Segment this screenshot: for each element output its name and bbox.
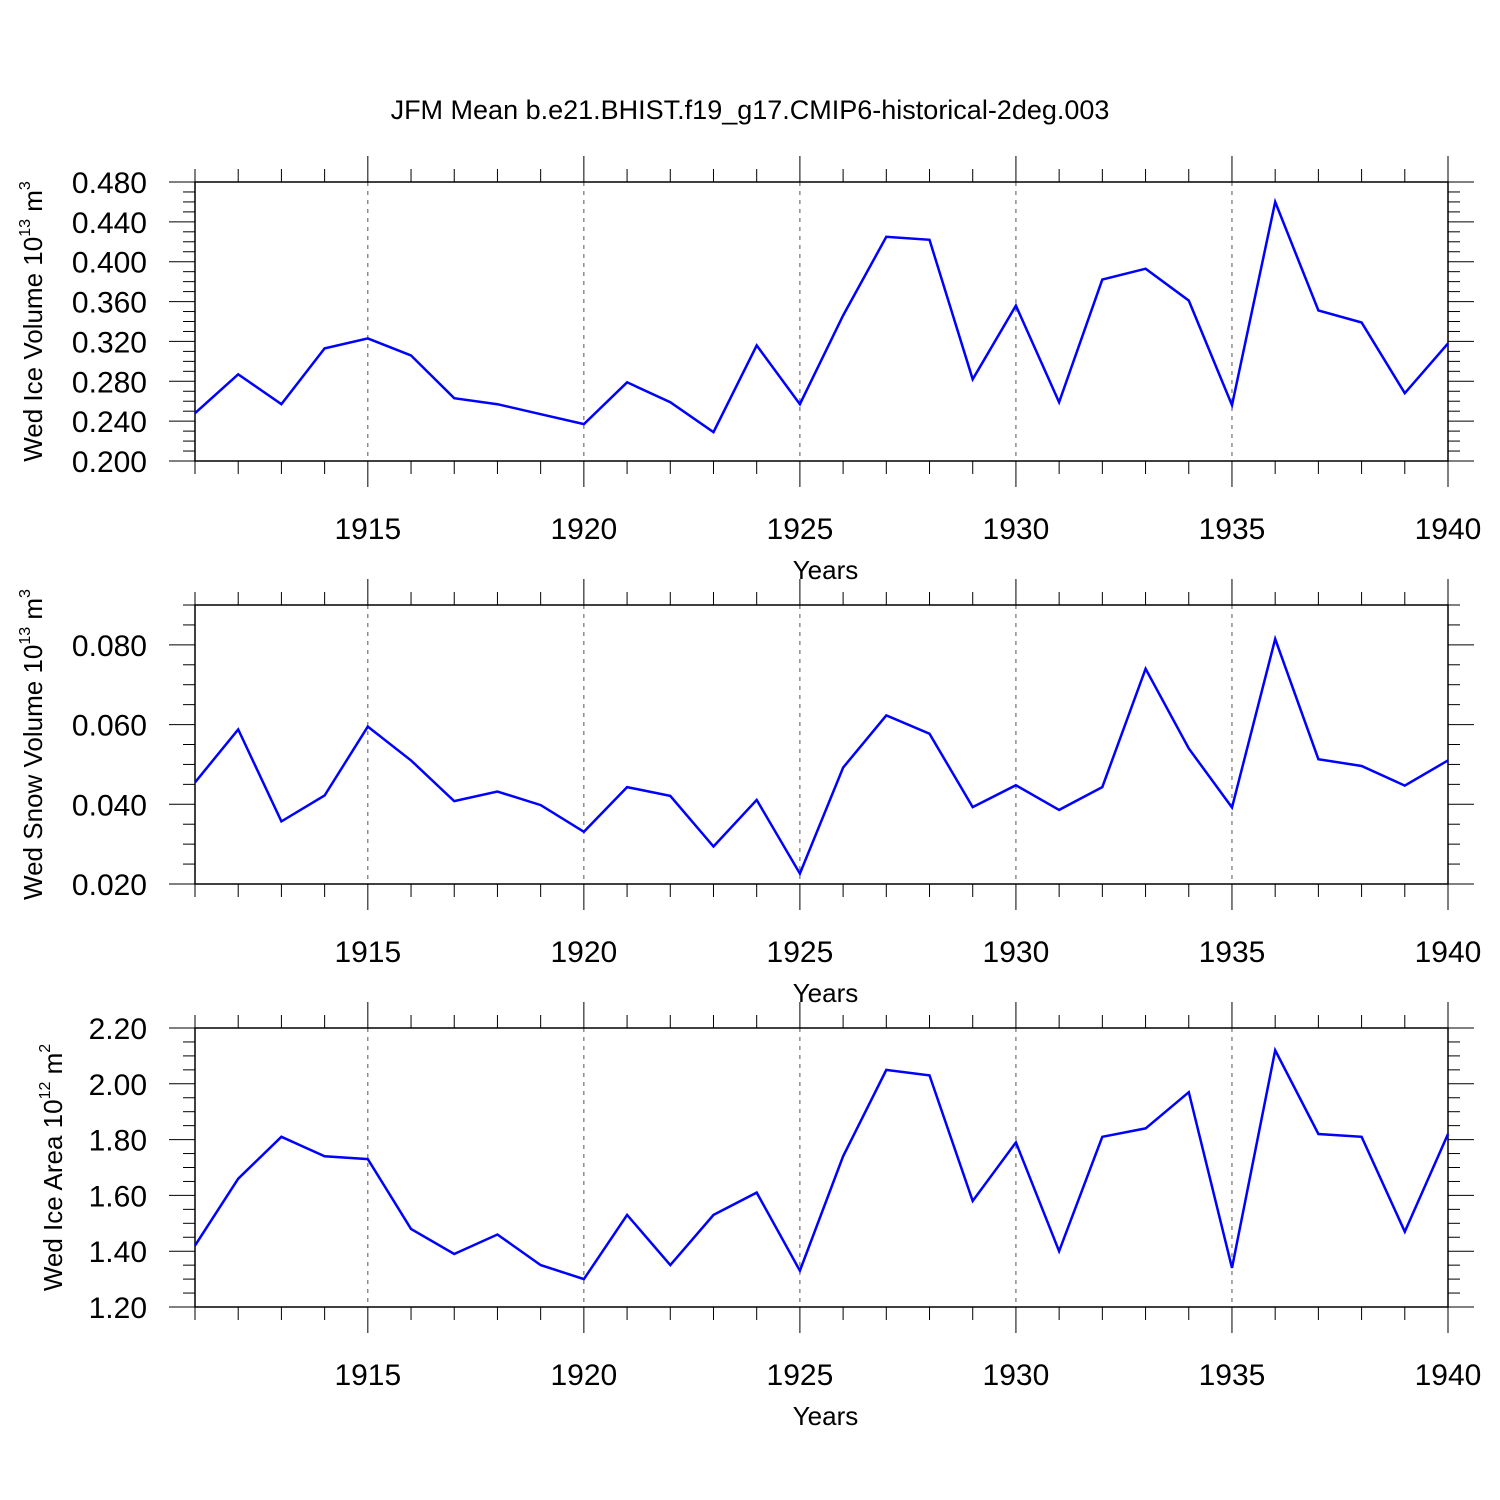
y-axis-label-part: Wed Snow Volume 10 [18, 645, 48, 900]
x-tick-label: 1920 [550, 936, 617, 969]
x-axis-label: Years [793, 1401, 859, 1431]
series-line [194, 634, 1449, 877]
y-tick-label: 0.360 [72, 287, 147, 320]
y-tick-label: 1.20 [89, 1292, 147, 1325]
y-axis-label-superscript: 2 [37, 1044, 54, 1053]
x-tick-label: 1925 [767, 936, 834, 969]
x-tick-label: 1920 [550, 1359, 617, 1392]
y-tick-label: 0.200 [72, 446, 147, 479]
x-tick-label: 1935 [1199, 1359, 1266, 1392]
y-tick-label: 0.240 [72, 406, 147, 439]
x-tick-label: 1925 [767, 1359, 834, 1392]
y-axis-label-part: m [38, 1053, 68, 1082]
series-line [193, 1046, 1450, 1281]
panel-ice-area: 1.20 1.40 1.60 1.80 2.00 2.20 1915 1920 1925 1930… [37, 1002, 1481, 1431]
y-tick-label: 0.480 [72, 167, 147, 200]
x-tick-label: 1930 [983, 513, 1050, 546]
x-tick-label: 1935 [1199, 513, 1266, 546]
y-tick-label: 1.40 [89, 1236, 147, 1269]
y-axis-label: Wed Ice Area 1012 m2 [37, 1044, 68, 1291]
x-tick-label: 1940 [1415, 1359, 1482, 1392]
y-axis-label-part: Wed Ice Volume 10 [18, 237, 48, 462]
x-tick-label: 1915 [334, 513, 401, 546]
x-axis-label: Years [793, 978, 859, 1008]
x-tick-label: 1940 [1415, 513, 1482, 546]
y-axis-label-superscript: 13 [17, 627, 34, 645]
y-tick-label: 0.020 [72, 869, 147, 902]
series-line [194, 197, 1449, 434]
y-tick-label: 0.080 [72, 630, 147, 663]
y-axis-label-part: m [18, 190, 48, 219]
y-tick-label: 0.040 [72, 789, 147, 822]
x-axis-label: Years [793, 555, 859, 585]
panel-ice-volume: 0.200 0.240 0.280 0.320 0.360 0.400 0.440 0.480… [17, 156, 1481, 585]
y-axis-label-superscript: 12 [37, 1082, 54, 1100]
y-axis-label-part: m [18, 598, 48, 627]
y-tick-label: 1.60 [89, 1180, 147, 1213]
y-tick-label: 2.20 [89, 1013, 147, 1046]
x-tick-label: 1940 [1415, 936, 1482, 969]
figure-title: JFM Mean b.e21.BHIST.f19_g17.CMIP6-histo… [391, 95, 1110, 125]
y-tick-label: 0.440 [72, 207, 147, 240]
panel-snow-volume: 0.020 0.040 0.060 0.080 1915 1920 1925 1930 1935… [17, 579, 1481, 1008]
x-tick-label: 1930 [983, 1359, 1050, 1392]
y-tick-label: 1.80 [89, 1125, 147, 1158]
x-tick-label: 1915 [334, 936, 401, 969]
x-tick-label: 1915 [334, 1359, 401, 1392]
x-tick-label: 1935 [1199, 936, 1266, 969]
y-tick-label: 0.320 [72, 326, 147, 359]
y-tick-label: 2.00 [89, 1069, 147, 1102]
y-axis-label-part: Wed Ice Area 10 [38, 1099, 68, 1291]
y-axis-label: Wed Ice Volume 1013 m3 [17, 181, 48, 462]
y-axis-label-superscript: 3 [17, 589, 34, 598]
y-axis-label: Wed Snow Volume 1013 m3 [17, 589, 48, 900]
x-tick-label: 1920 [550, 513, 617, 546]
y-tick-label: 0.280 [72, 366, 147, 399]
y-tick-label: 0.400 [72, 247, 147, 280]
y-axis-label-superscript: 13 [17, 219, 34, 237]
y-tick-label: 0.060 [72, 710, 147, 743]
y-axis-label-superscript: 3 [17, 181, 34, 190]
x-tick-label: 1930 [983, 936, 1050, 969]
x-tick-label: 1925 [767, 513, 834, 546]
